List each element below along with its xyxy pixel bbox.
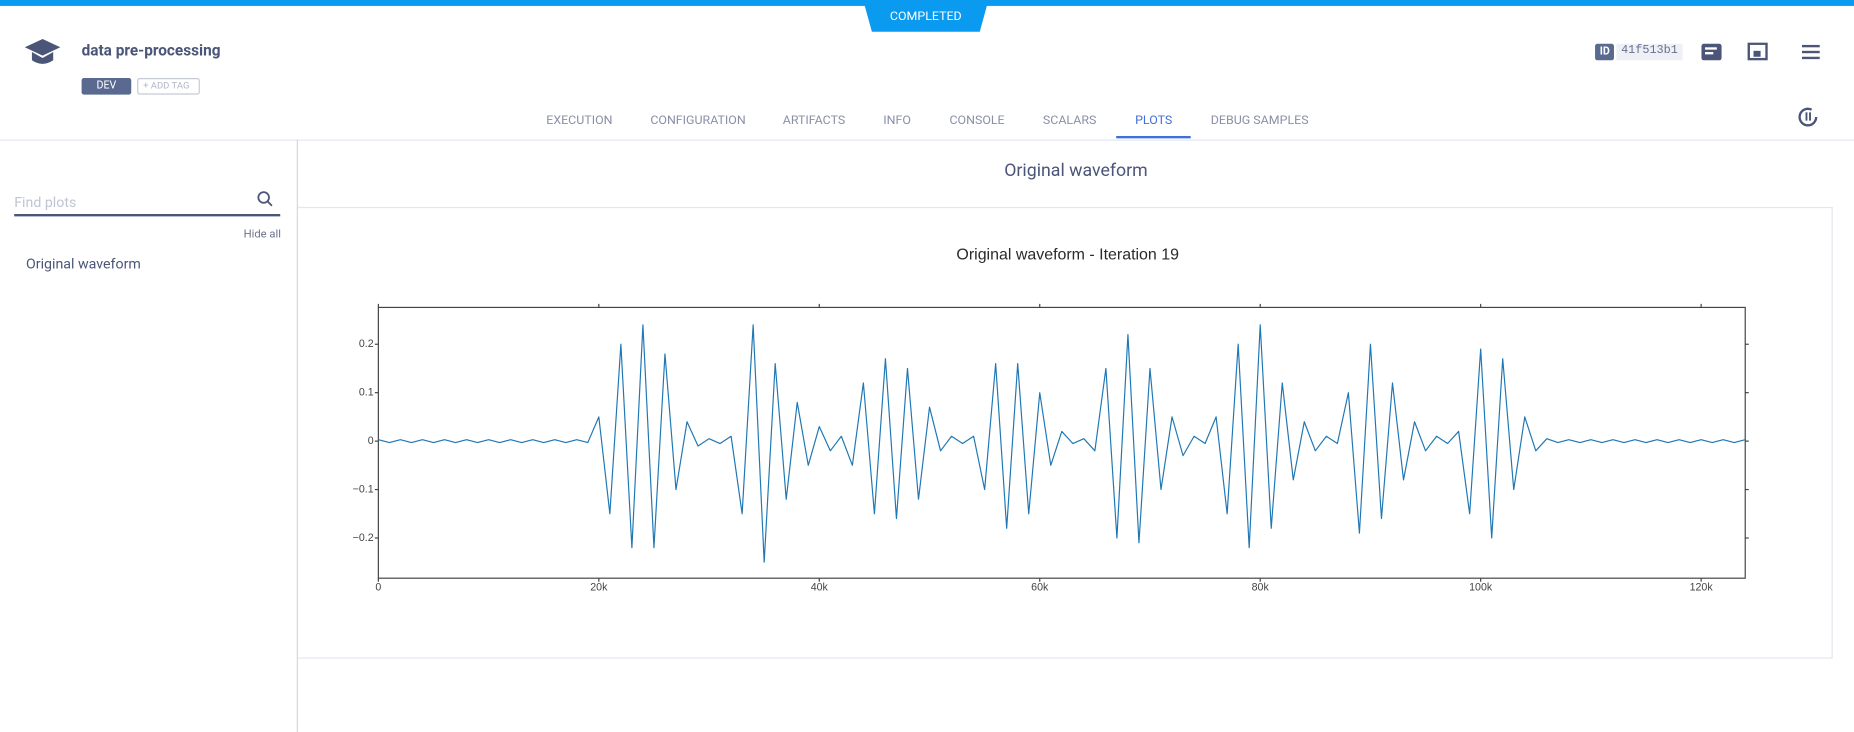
tab[interactable]: ARTIFACTS [782,112,846,128]
status-badge: COMPLETED [863,0,989,32]
x-tick-label: 40k [811,581,829,593]
tab[interactable]: EXECUTION [546,112,613,128]
y-tick-label: 0.1 [359,386,374,398]
plot-card [297,206,1833,659]
sidebar-divider [296,139,298,732]
task-id[interactable]: 41f513b1 [1616,43,1683,61]
add-tag[interactable]: + ADD TAG [137,78,201,95]
y-tick-label: −0.2 [353,532,374,544]
task-title: data pre-processing [81,42,221,61]
search-placeholder: Find plots [14,193,77,211]
chart-title: Original waveform - Iteration 19 [956,247,1179,264]
x-tick-label: 0 [375,581,381,593]
tab[interactable]: SCALARS [1042,112,1097,128]
tab[interactable]: PLOTS [1135,112,1173,128]
x-tick-label: 120k [1690,581,1714,593]
id-badge: ID [1595,43,1615,61]
tab[interactable]: CONFIGURATION [650,112,746,128]
logo [24,39,61,64]
y-tick-label: −0.1 [353,483,374,495]
tab[interactable]: INFO [883,112,911,128]
layout-icon[interactable] [1747,42,1768,61]
plot-list-item[interactable]: Original waveform [26,255,141,272]
y-tick-label: 0 [368,435,374,447]
tab-underline [1116,135,1191,139]
section-title: Original waveform [1004,159,1148,181]
x-tick-label: 80k [1252,581,1270,593]
menu-icon[interactable] [1801,44,1820,60]
x-tick-label: 100k [1469,581,1493,593]
hide-all[interactable]: Hide all [243,228,281,242]
tag[interactable]: DEV [81,78,132,95]
waveform-line [378,324,1746,563]
toolbar-icons [1701,42,1820,61]
y-tick-label: 0.2 [359,338,374,350]
tab[interactable]: CONSOLE [949,112,1005,128]
search-icon [257,191,273,207]
search-box[interactable]: Find plots [14,189,281,217]
plot-frame [377,306,1746,579]
x-tick-label: 60k [1031,581,1049,593]
add-tag-label: ADD TAG [150,80,190,92]
refresh-icon[interactable] [1796,105,1820,129]
tab[interactable]: DEBUG SAMPLES [1210,112,1309,128]
divider [0,139,1854,141]
x-tick-label: 20k [590,581,608,593]
